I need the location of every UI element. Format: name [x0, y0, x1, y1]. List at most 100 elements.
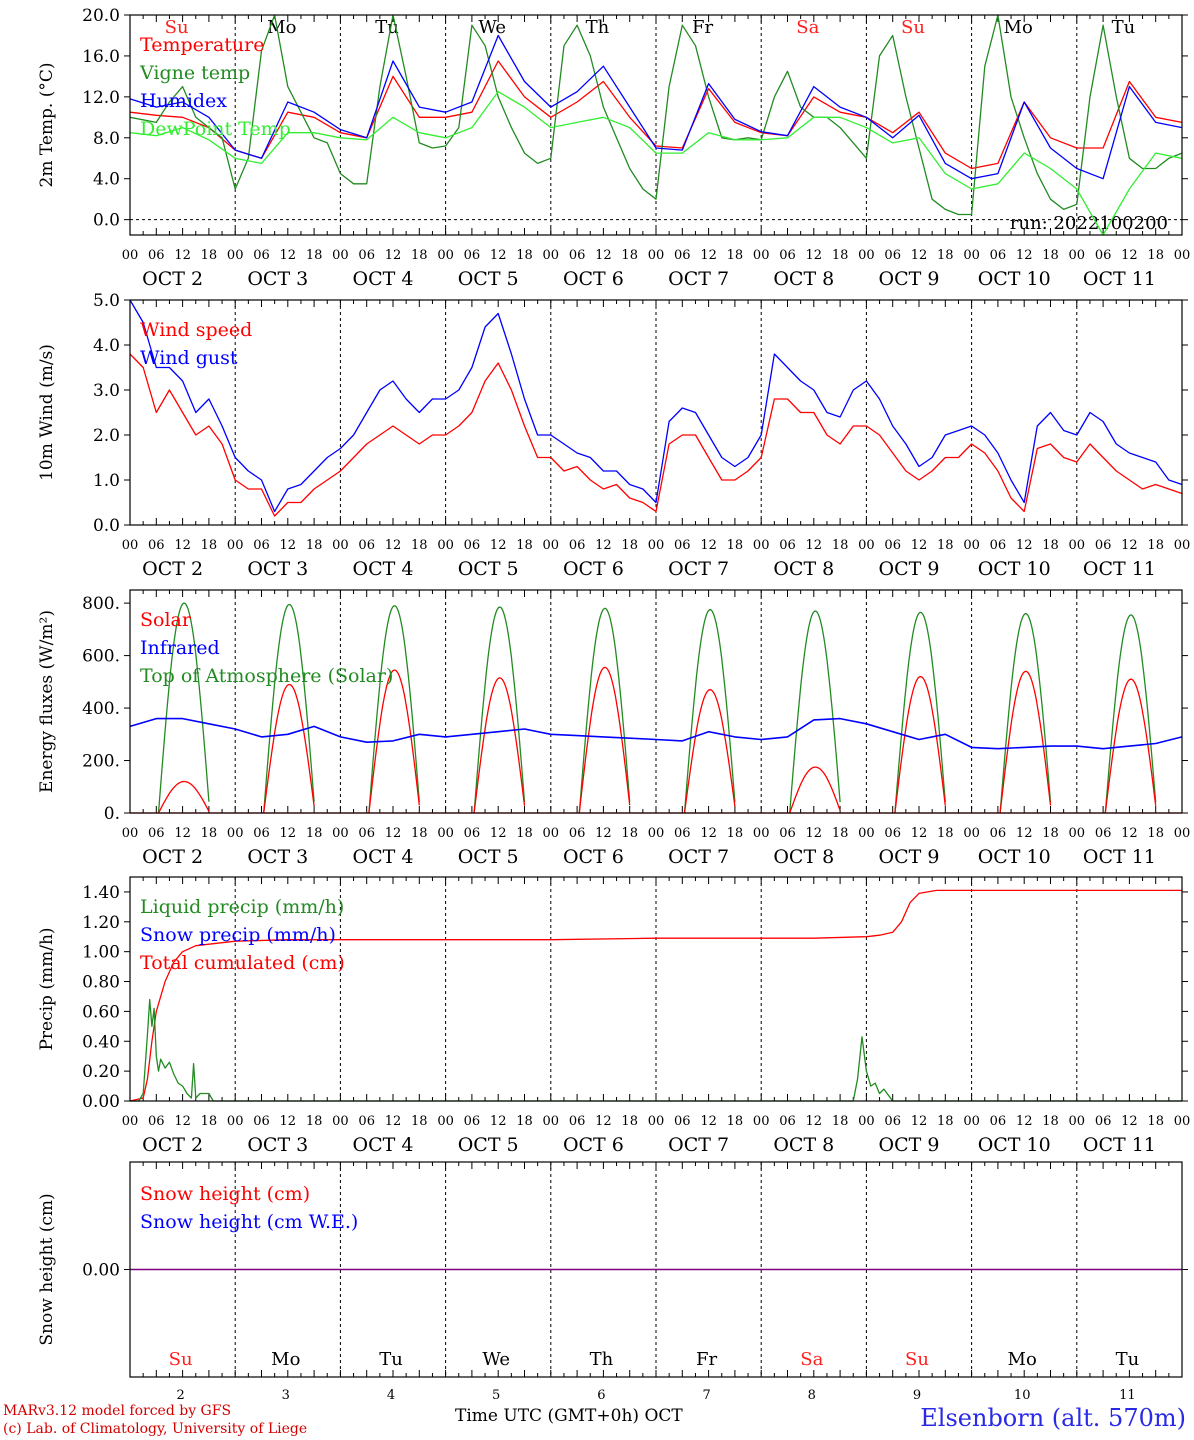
x-hour-label: 18 [727, 826, 744, 841]
x-hour-label: 12 [385, 1114, 402, 1129]
x-day-label: OCT 11 [1083, 1134, 1156, 1156]
weekday-label-bottom: Su [169, 1349, 193, 1370]
x-hour-label: 06 [569, 248, 586, 263]
toa-solar-curve [1104, 614, 1157, 814]
y-tick-label: 2.0 [93, 426, 120, 446]
panel-frame [129, 14, 1183, 236]
legend-entry: Infrared [140, 637, 220, 659]
toa-solar-curve [473, 606, 526, 814]
x-hour-label: 12 [1121, 538, 1138, 553]
y-tick-label: 0.40 [82, 1032, 120, 1052]
x-day-label: OCT 10 [978, 558, 1051, 580]
x-hour-label: 06 [148, 1114, 165, 1129]
x-hour-label: 18 [306, 1114, 323, 1129]
x-day-label: OCT 2 [142, 268, 203, 290]
x-day-label: OCT 9 [879, 846, 940, 868]
x-hour-label: 18 [1147, 1114, 1164, 1129]
solar-curve [473, 677, 526, 814]
x-day-label: OCT 10 [978, 1134, 1051, 1156]
x-hour-label: 00 [1069, 538, 1086, 553]
x-hour-label: 12 [700, 248, 717, 263]
weekday-label-bottom: Su [905, 1349, 929, 1370]
y-axis-label: Snow height (cm) [37, 1193, 57, 1345]
station-name: Elsenborn (alt. 570m) [920, 1404, 1186, 1432]
series-line-liquid-precip-mm-h [130, 998, 1182, 1102]
x-hour-label: 12 [911, 248, 928, 263]
x-hour-label: 18 [201, 1114, 218, 1129]
x-hour-label: 00 [543, 826, 560, 841]
y-tick-label: 1.00 [82, 943, 120, 963]
weekday-label: Mo [1004, 17, 1033, 38]
day-number-label: 8 [808, 1388, 816, 1403]
x-hour-label: 06 [779, 248, 796, 263]
x-hour-label: 00 [753, 1114, 770, 1129]
x-hour-label: 12 [595, 1114, 612, 1129]
x-hour-label: 12 [490, 826, 507, 841]
x-hour-label: 00 [648, 1114, 665, 1129]
x-hour-label: 12 [700, 1114, 717, 1129]
x-hour-label: 00 [332, 248, 349, 263]
day-number-label: 9 [913, 1388, 921, 1403]
day-number-label: 2 [176, 1388, 184, 1403]
x-day-label: OCT 9 [879, 268, 940, 290]
day-number-label: 11 [1119, 1388, 1136, 1403]
x-hour-label: 06 [1095, 826, 1112, 841]
y-tick-label: 8.0 [93, 129, 120, 149]
x-hour-label: 00 [437, 1114, 454, 1129]
x-hour-label: 12 [174, 248, 191, 263]
x-hour-label: 12 [174, 1114, 191, 1129]
x-hour-label: 12 [595, 538, 612, 553]
x-hour-label: 12 [595, 248, 612, 263]
x-hour-label: 18 [516, 1114, 533, 1129]
x-hour-label: 06 [358, 826, 375, 841]
x-day-label: OCT 9 [879, 558, 940, 580]
x-hour-label: 06 [674, 1114, 691, 1129]
x-day-label: OCT 3 [247, 846, 308, 868]
x-hour-label: 18 [306, 826, 323, 841]
x-hour-label: 06 [253, 1114, 270, 1129]
legend-entry: Total cumulated (cm) [140, 952, 345, 974]
y-tick-label: 400. [82, 699, 120, 719]
x-hour-label: 18 [621, 826, 638, 841]
x-hour-label: 06 [1095, 538, 1112, 553]
y-axis-label: 10m Wind (m/s) [37, 344, 57, 481]
x-hour-label: 18 [201, 538, 218, 553]
series-line-humidex [129, 34, 1183, 180]
x-hour-label: 18 [832, 538, 849, 553]
x-hour-label: 00 [753, 538, 770, 553]
x-hour-label: 00 [753, 248, 770, 263]
x-hour-label: 00 [963, 1114, 980, 1129]
toa-solar-curve [999, 613, 1052, 814]
x-hour-label: 12 [806, 248, 823, 263]
x-hour-label: 18 [201, 826, 218, 841]
x-hour-label: 12 [280, 826, 297, 841]
x-hour-label: 00 [332, 826, 349, 841]
x-hour-label: 06 [884, 826, 901, 841]
solar-curve [683, 689, 736, 814]
solar-curve [578, 666, 631, 814]
toa-solar-curve [789, 610, 841, 814]
x-hour-label: 18 [1042, 538, 1059, 553]
x-day-label: OCT 11 [1083, 846, 1156, 868]
x-day-label: OCT 3 [247, 558, 308, 580]
solar-curve [894, 675, 946, 814]
x-hour-label: 18 [516, 826, 533, 841]
y-tick-label: 0. [104, 804, 120, 824]
x-day-label: OCT 2 [142, 846, 203, 868]
x-day-label: OCT 8 [773, 268, 834, 290]
legend-entry: Temperature [140, 34, 264, 56]
x-day-label: OCT 7 [668, 846, 729, 868]
weekday-label: Fr [692, 17, 713, 38]
x-hour-label: 06 [884, 1114, 901, 1129]
x-hour-label: 06 [990, 1114, 1007, 1129]
x-hour-label: 12 [1016, 1114, 1033, 1129]
x-hour-label: 00 [858, 1114, 875, 1129]
x-hour-label: 06 [674, 826, 691, 841]
x-day-label: OCT 6 [563, 558, 624, 580]
x-hour-label: 00 [437, 826, 454, 841]
x-hour-label: 18 [306, 538, 323, 553]
x-hour-label: 00 [227, 538, 244, 553]
weekday-label: Tu [375, 17, 399, 38]
x-day-label: OCT 10 [978, 846, 1051, 868]
x-hour-label: 12 [174, 826, 191, 841]
